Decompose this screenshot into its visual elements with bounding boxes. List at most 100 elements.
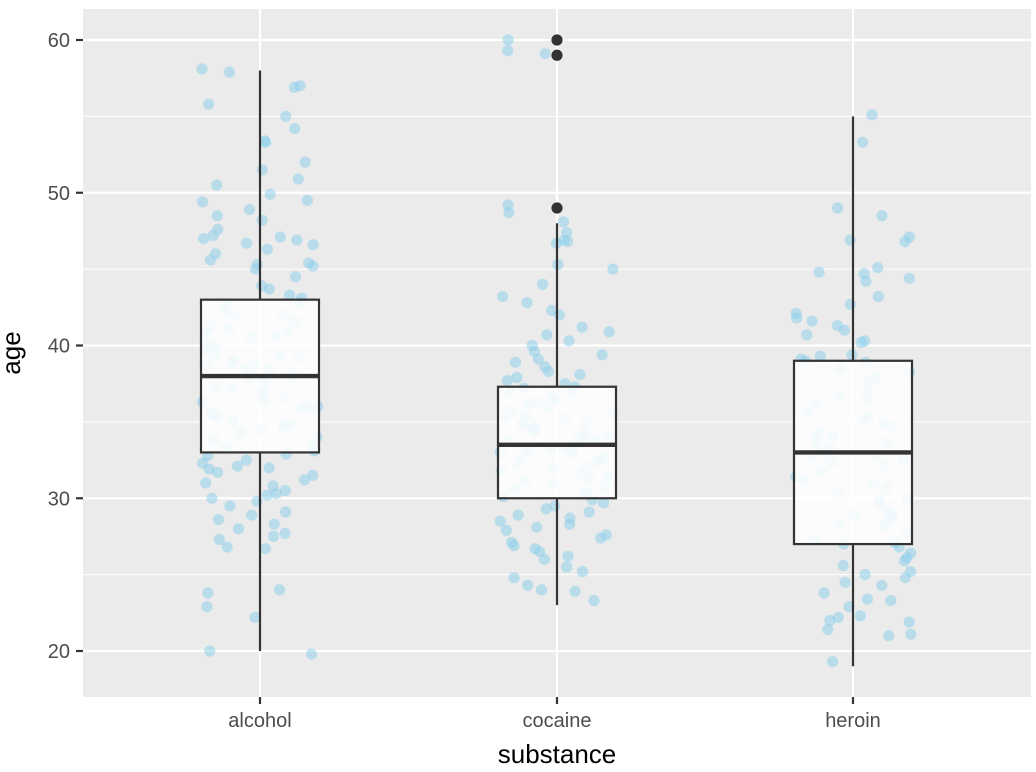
data-point	[213, 533, 225, 546]
data-point	[299, 156, 311, 168]
data-point	[806, 315, 818, 327]
data-point	[603, 326, 615, 338]
data-point	[866, 109, 878, 121]
data-point	[855, 336, 867, 348]
data-point	[538, 553, 551, 566]
data-point	[292, 173, 304, 185]
x-axis: alcohol cocaine heroin	[228, 697, 881, 732]
data-point	[814, 350, 827, 362]
y-tick-label: 30	[48, 488, 70, 510]
data-point	[511, 372, 523, 384]
data-point	[497, 291, 509, 303]
data-point	[536, 278, 549, 290]
data-point	[846, 349, 858, 361]
data-point	[574, 368, 586, 381]
data-point	[905, 628, 917, 640]
data-point	[596, 349, 608, 361]
data-point	[883, 630, 895, 642]
data-point	[301, 194, 313, 206]
data-point	[212, 514, 225, 526]
data-point	[307, 469, 319, 481]
data-point	[839, 576, 851, 588]
data-point	[522, 579, 534, 591]
box-body	[496, 385, 618, 500]
outlier-point	[551, 49, 563, 61]
data-point	[607, 263, 619, 275]
data-point	[576, 566, 589, 578]
data-point	[264, 188, 276, 200]
data-point	[307, 260, 319, 272]
data-point	[307, 239, 319, 251]
data-point	[885, 595, 897, 607]
data-point	[267, 530, 280, 543]
data-point	[206, 492, 218, 504]
data-point	[860, 275, 872, 287]
data-point	[284, 289, 296, 301]
data-point	[211, 179, 223, 191]
data-point	[598, 497, 610, 509]
data-point	[240, 454, 252, 466]
data-point	[872, 291, 884, 303]
data-point	[305, 648, 318, 660]
data-point	[564, 518, 576, 530]
data-point	[260, 136, 272, 148]
data-point	[861, 593, 874, 605]
data-point	[824, 614, 836, 627]
data-point	[543, 365, 555, 378]
data-point	[280, 110, 292, 122]
data-point	[291, 234, 303, 246]
data-point	[562, 236, 574, 248]
outlier-point	[551, 34, 563, 46]
data-point	[204, 645, 216, 657]
x-axis-title: substance	[498, 739, 617, 769]
data-point	[857, 136, 869, 148]
data-point	[221, 541, 233, 553]
data-point	[876, 210, 888, 222]
data-point	[535, 584, 548, 596]
data-point	[838, 324, 851, 336]
data-point	[822, 624, 834, 636]
data-point	[256, 164, 268, 176]
data-point	[898, 555, 911, 567]
data-point	[259, 543, 271, 555]
data-point	[540, 503, 552, 515]
data-point	[502, 45, 514, 57]
data-point	[212, 466, 224, 478]
data-point	[256, 214, 268, 226]
data-point	[263, 462, 275, 474]
box-cocaine	[496, 34, 618, 606]
boxes	[199, 34, 914, 667]
data-point	[899, 236, 911, 248]
data-point	[539, 48, 551, 60]
data-point	[231, 460, 244, 472]
data-point	[501, 375, 513, 387]
data-point	[270, 488, 282, 500]
data-point	[223, 66, 235, 78]
data-point	[791, 312, 803, 324]
y-axis: 20 30 40 50 60	[48, 30, 83, 663]
data-point	[876, 579, 888, 591]
data-point	[500, 524, 512, 536]
data-point	[595, 532, 607, 544]
box-heroin	[792, 116, 914, 667]
data-point	[569, 585, 581, 598]
data-point	[854, 610, 866, 622]
data-point	[204, 254, 216, 266]
data-point	[197, 233, 210, 245]
data-point	[211, 210, 223, 222]
data-point	[224, 500, 236, 512]
data-point	[202, 587, 214, 599]
y-tick-label: 50	[48, 183, 70, 205]
data-point	[232, 523, 245, 535]
data-point	[273, 584, 286, 596]
data-point	[553, 309, 565, 321]
data-point	[521, 297, 533, 309]
data-point	[494, 515, 506, 527]
data-point	[274, 231, 286, 243]
data-point	[561, 561, 573, 573]
data-point	[249, 611, 261, 624]
data-point	[279, 485, 291, 497]
data-point	[844, 298, 857, 310]
data-point	[859, 569, 871, 581]
